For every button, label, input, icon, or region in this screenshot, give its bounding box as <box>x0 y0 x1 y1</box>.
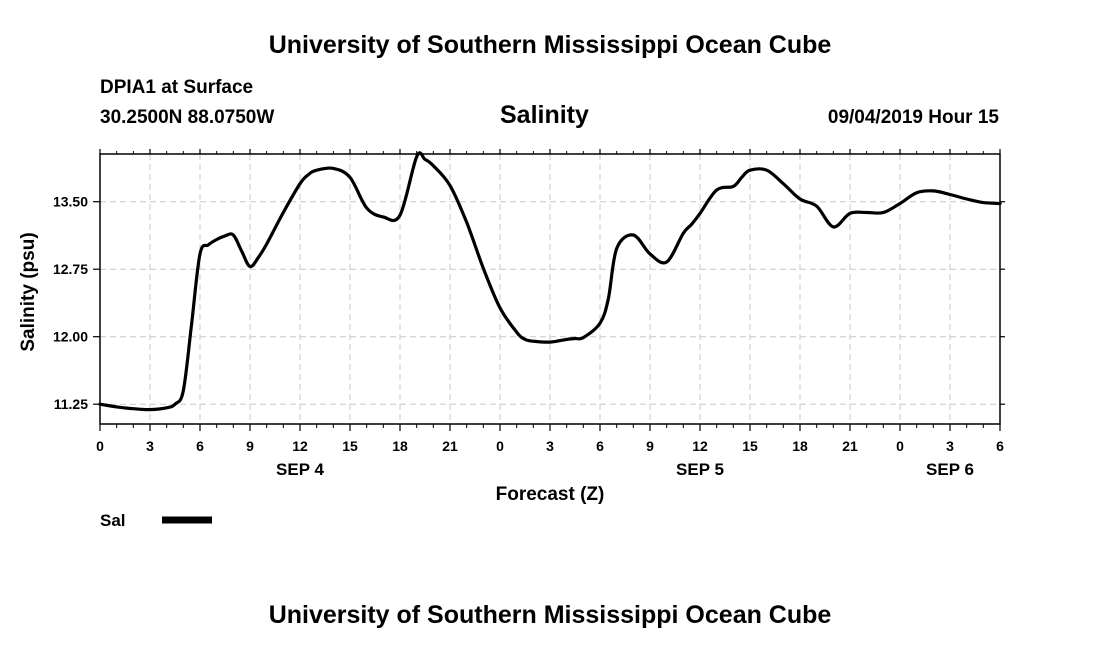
y-tick-label: 12.00 <box>53 329 88 345</box>
x-tick-label: 0 <box>496 438 504 454</box>
date-label: SEP 6 <box>926 460 974 479</box>
date-label: SEP 5 <box>676 460 724 479</box>
x-tick-label: 18 <box>792 438 808 454</box>
date-label: SEP 4 <box>276 460 324 479</box>
station-name: DPIA1 at Surface <box>100 77 254 98</box>
x-tick-label: 12 <box>692 438 708 454</box>
x-tick-label: 15 <box>742 438 758 454</box>
x-tick-label: 9 <box>646 438 654 454</box>
chart-title: Salinity <box>500 101 589 129</box>
x-tick-label: 21 <box>442 438 458 454</box>
x-tick-label: 18 <box>392 438 408 454</box>
x-tick-label: 3 <box>946 438 954 454</box>
x-tick-label: 3 <box>146 438 154 454</box>
y-tick-label: 12.75 <box>53 261 88 277</box>
y-tick-label: 13.50 <box>53 194 88 210</box>
axis-ticks: 0 3 6 9 12 15 18 21 0 3 6 9 12 15 18 21 0 3 6 SEP 4 SEP 5 SEP… <box>53 149 1005 479</box>
x-tick-label: 12 <box>292 438 308 454</box>
y-tick-label: 11.25 <box>54 396 88 412</box>
station-location: 30.2500N 88.0750W <box>100 107 275 128</box>
x-tick-label: 0 <box>96 438 104 454</box>
forecast-timestamp: 09/04/2019 Hour 15 <box>827 107 999 128</box>
x-axis-label: Forecast (Z) <box>496 484 605 505</box>
x-tick-label: 21 <box>842 438 858 454</box>
x-tick-label: 6 <box>596 438 604 454</box>
x-tick-label: 3 <box>546 438 554 454</box>
y-axis-label: Salinity (psu) <box>18 232 39 351</box>
x-tick-label: 6 <box>996 438 1004 454</box>
chart-footer-title: University of Southern Mississippi Ocean… <box>268 601 832 629</box>
x-tick-label: 6 <box>196 438 204 454</box>
x-tick-label: 9 <box>246 438 254 454</box>
grid-lines <box>100 154 1000 424</box>
legend-label: Sal <box>100 511 126 530</box>
chart-header-title: University of Southern Mississippi Ocean… <box>268 31 832 59</box>
x-tick-label: 0 <box>896 438 904 454</box>
salinity-series-line <box>98 151 1002 412</box>
x-tick-label: 15 <box>342 438 358 454</box>
